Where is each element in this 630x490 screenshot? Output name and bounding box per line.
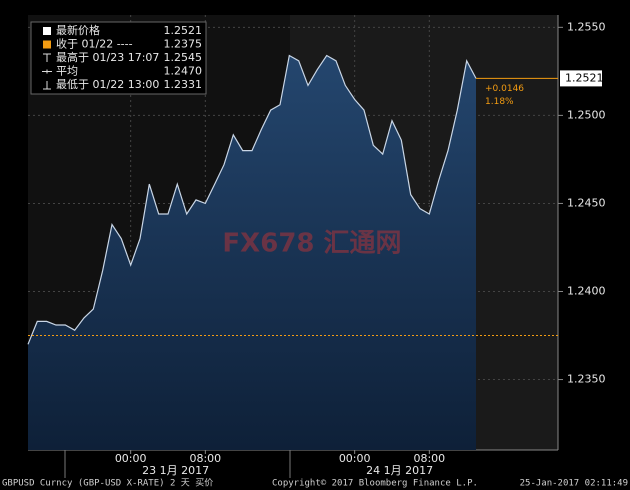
x-tick-label: 00:00 bbox=[339, 452, 371, 465]
footer-copyright: Copyright© 2017 Bloomberg Finance L.P. bbox=[272, 479, 478, 489]
legend-icon bbox=[43, 53, 51, 62]
legend-label: 最高于 01/23 17:07 bbox=[56, 50, 159, 64]
y-tick-label: 1.2500 bbox=[567, 108, 606, 121]
y-tick-label: 1.2550 bbox=[567, 20, 606, 33]
line bbox=[27, 54, 477, 345]
x-tick-label: 08:00 bbox=[413, 452, 445, 465]
day-label: 24 1月 2017 bbox=[366, 464, 433, 477]
legend-value: 1.2331 bbox=[164, 78, 203, 91]
day-label: 23 1月 2017 bbox=[142, 464, 209, 477]
watermark: FX678 汇通网 bbox=[222, 229, 401, 259]
legend-value: 1.2375 bbox=[164, 38, 203, 51]
legend-icon bbox=[43, 81, 51, 90]
x-tick-label: 00:00 bbox=[115, 452, 147, 465]
legend-label: 最低于 01/22 13:00 bbox=[56, 78, 159, 91]
area bbox=[28, 55, 476, 450]
footer-timestamp: 25-Jan-2017 02:11:49 bbox=[520, 479, 628, 489]
legend-label: 最新价格 bbox=[56, 23, 100, 37]
legend-value: 1.2521 bbox=[164, 24, 203, 37]
y-tick-label: 1.2450 bbox=[567, 196, 606, 209]
x-tick-label: 08:00 bbox=[189, 452, 221, 465]
legend-value: 1.2545 bbox=[164, 51, 203, 64]
legend-value: 1.2470 bbox=[164, 65, 203, 78]
last-price-label: 1.2521 bbox=[565, 71, 604, 84]
legend-box bbox=[30, 21, 207, 95]
last-price-box bbox=[560, 70, 602, 87]
legend-label: 收于 01/22 ---- bbox=[56, 37, 133, 51]
legend-icon bbox=[43, 27, 51, 35]
legend bbox=[30, 21, 207, 95]
legend-icon bbox=[42, 69, 52, 74]
y-tick-label: 1.2400 bbox=[567, 284, 606, 297]
legend-label: 平均 bbox=[56, 65, 78, 78]
legend-icon bbox=[43, 40, 51, 49]
change-pct-label: 1.18% bbox=[485, 97, 514, 107]
y-tick-label: 1.2350 bbox=[567, 373, 606, 386]
footer-left: GBPUSD Curncy (GBP-USD X-RATE) 2 天 买价 bbox=[2, 478, 213, 489]
change-label: +0.0146 bbox=[485, 84, 524, 94]
